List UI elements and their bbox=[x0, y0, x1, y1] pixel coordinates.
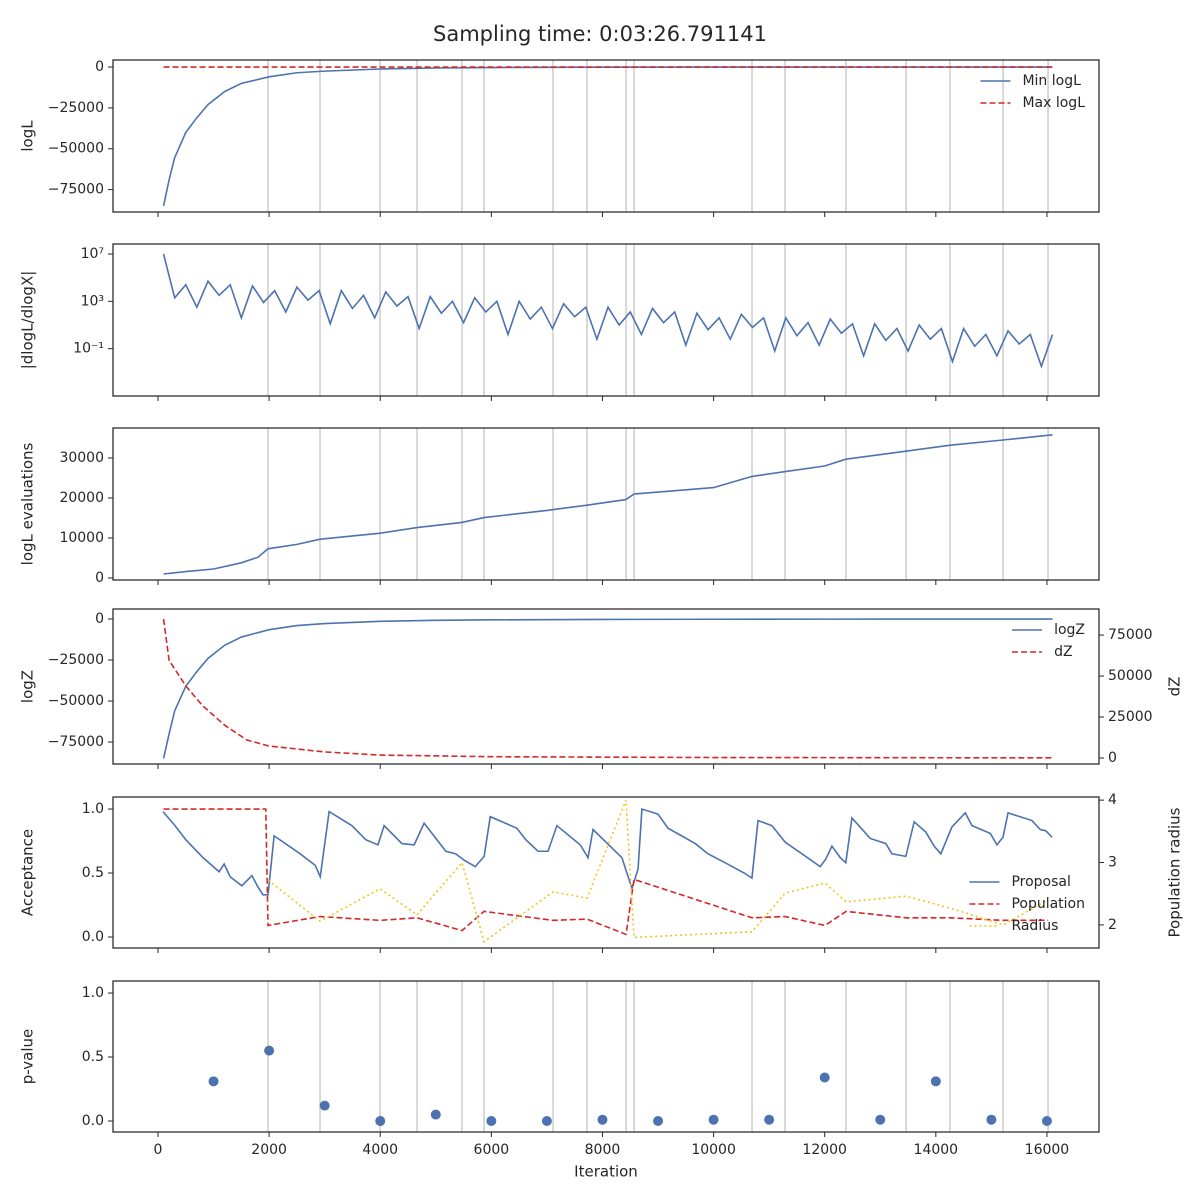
legend-label: dZ bbox=[1054, 644, 1072, 660]
y-tick-label: 0.0 bbox=[82, 929, 104, 945]
y-axis-label: logL bbox=[19, 120, 37, 152]
y-tick-label: 10⁻¹ bbox=[73, 341, 104, 357]
y-tick-label: −50000 bbox=[48, 693, 104, 709]
series-line bbox=[163, 808, 1049, 936]
y-tick-label: −25000 bbox=[48, 100, 104, 116]
y-tick-label: 0.5 bbox=[82, 1049, 104, 1065]
legend-label: Proposal bbox=[1011, 874, 1070, 890]
point bbox=[819, 1072, 830, 1083]
y-tick-label: 0.5 bbox=[82, 865, 104, 881]
series-line bbox=[162, 253, 1054, 369]
point bbox=[541, 1115, 552, 1126]
y-tick-label: −50000 bbox=[48, 141, 104, 157]
x-tick-label: 0 bbox=[154, 1142, 163, 1158]
y-axis-label: Acceptance bbox=[19, 829, 37, 916]
point bbox=[597, 1114, 608, 1125]
x-tick-label: 6000 bbox=[474, 1142, 510, 1158]
y-axis-label: logZ bbox=[19, 670, 37, 703]
y-axis-label: |dlogL/dlogX| bbox=[19, 271, 37, 370]
point bbox=[264, 1045, 275, 1056]
point bbox=[375, 1115, 386, 1126]
x-tick-label: 2000 bbox=[251, 1142, 287, 1158]
y-tick-label: −75000 bbox=[48, 182, 104, 198]
y-tick-label: 30000 bbox=[59, 450, 104, 466]
series-line bbox=[162, 618, 1053, 759]
y-tick-label: 20000 bbox=[59, 490, 104, 506]
y2-tick-label: 3 bbox=[1108, 855, 1117, 871]
y2-tick-label: 75000 bbox=[1108, 627, 1153, 643]
legend-label: Population bbox=[1011, 896, 1085, 912]
axes-frame bbox=[112, 59, 1100, 213]
point bbox=[764, 1114, 775, 1125]
legend-label: Max logL bbox=[1022, 95, 1085, 111]
x-axis-label: Iteration bbox=[574, 1163, 638, 1181]
legend-label: Min logL bbox=[1022, 73, 1081, 89]
point bbox=[319, 1100, 330, 1111]
legend-label: Radius bbox=[1011, 918, 1058, 934]
y-tick-label: 10000 bbox=[59, 530, 104, 546]
point bbox=[653, 1115, 664, 1126]
y-tick-label: 0.0 bbox=[82, 1113, 104, 1129]
x-tick-label: 10000 bbox=[691, 1142, 736, 1158]
y2-tick-label: 25000 bbox=[1108, 709, 1153, 725]
point bbox=[986, 1114, 997, 1125]
y2-tick-label: 50000 bbox=[1108, 668, 1153, 684]
figure-title: Sampling time: 0:03:26.791141 bbox=[433, 22, 767, 46]
x-tick-label: 8000 bbox=[585, 1142, 621, 1158]
point bbox=[708, 1114, 719, 1125]
series-line bbox=[163, 434, 1053, 575]
y-tick-label: 1.0 bbox=[82, 985, 104, 1001]
y2-axis-label: Population radius bbox=[1166, 807, 1184, 937]
legend-label: logZ bbox=[1054, 622, 1085, 638]
y-tick-label: 10⁷ bbox=[81, 246, 104, 262]
series-line bbox=[162, 618, 1053, 759]
axes-frame bbox=[112, 243, 1100, 397]
point bbox=[486, 1115, 497, 1126]
x-tick-label: 4000 bbox=[362, 1142, 398, 1158]
axes-frame bbox=[112, 608, 1100, 765]
x-tick-label: 12000 bbox=[802, 1142, 847, 1158]
y2-axis-label: dZ bbox=[1166, 677, 1184, 697]
axes-frame bbox=[112, 796, 1100, 949]
y-tick-label: 0 bbox=[95, 611, 104, 627]
y2-tick-label: 2 bbox=[1108, 917, 1117, 933]
point bbox=[430, 1109, 441, 1120]
y-axis-label: logL evaluations bbox=[19, 442, 37, 565]
y2-tick-label: 4 bbox=[1108, 792, 1117, 808]
y-tick-label: 1.0 bbox=[82, 801, 104, 817]
series-line bbox=[162, 807, 1053, 896]
y-axis-label: p-value bbox=[19, 1029, 37, 1085]
point bbox=[930, 1076, 941, 1087]
y-tick-label: 0 bbox=[95, 570, 104, 586]
series-line bbox=[267, 799, 1049, 944]
axes-frame bbox=[112, 427, 1100, 581]
x-tick-label: 16000 bbox=[1025, 1142, 1070, 1158]
y2-tick-label: 0 bbox=[1108, 750, 1117, 766]
point bbox=[875, 1114, 886, 1125]
y-tick-label: 0 bbox=[95, 59, 104, 75]
series-line bbox=[162, 66, 1053, 207]
axes-frame bbox=[112, 980, 1100, 1133]
x-tick-label: 14000 bbox=[914, 1142, 959, 1158]
point bbox=[208, 1076, 219, 1087]
y-tick-label: −25000 bbox=[48, 652, 104, 668]
y-tick-label: −75000 bbox=[48, 734, 104, 750]
y-tick-label: 10³ bbox=[81, 293, 104, 309]
point bbox=[1041, 1115, 1052, 1126]
